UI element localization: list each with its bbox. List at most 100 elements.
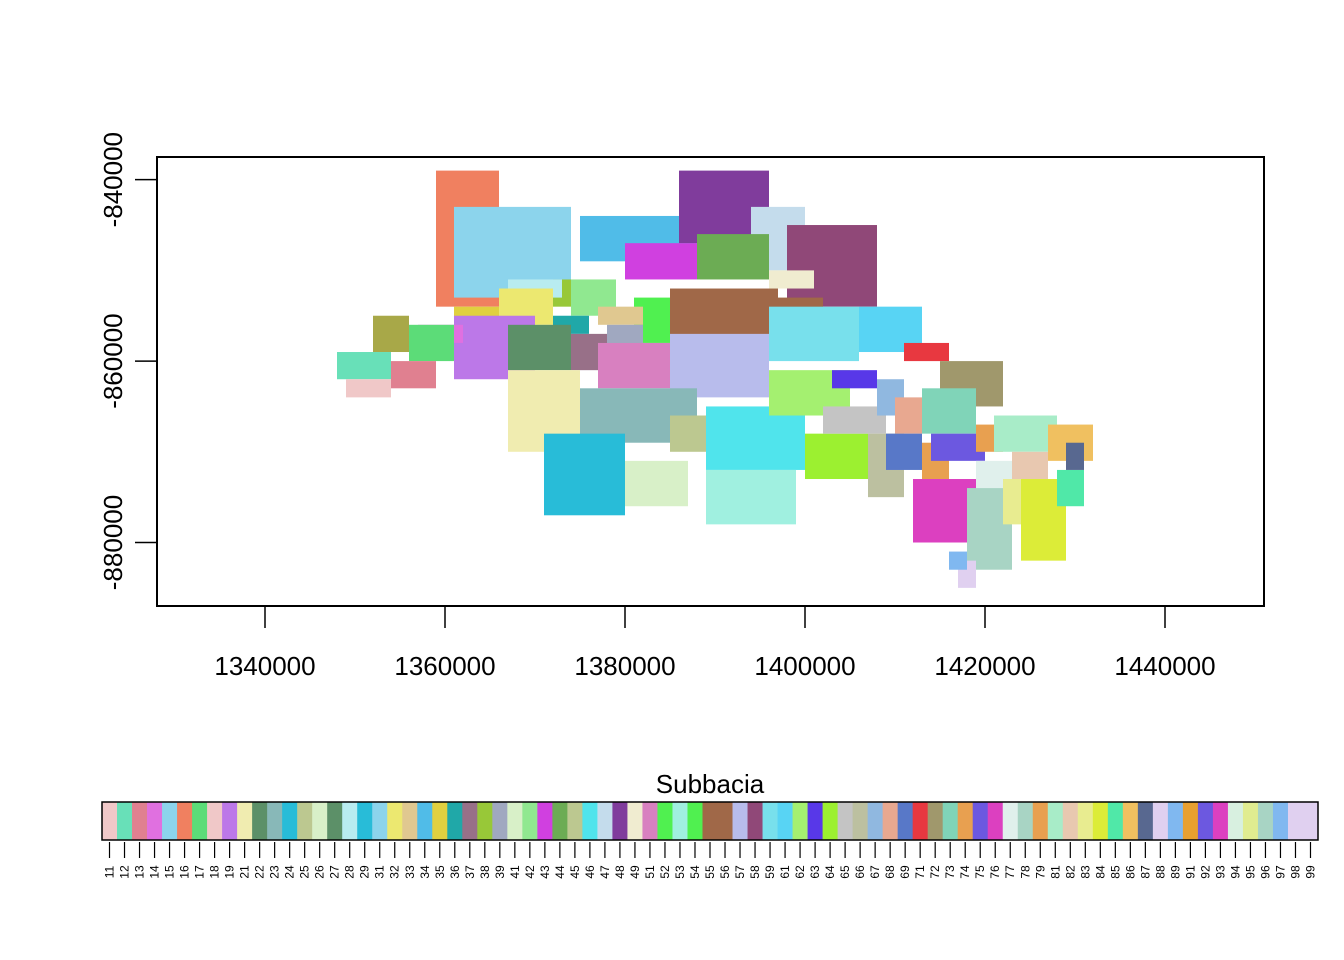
region-43 (625, 243, 697, 280)
legend-tick-label: 68 (883, 865, 897, 879)
region-76 (913, 479, 976, 543)
legend-swatch-87 (1137, 802, 1154, 840)
legend-swatch-82 (1062, 802, 1079, 840)
legend-swatch-22 (252, 802, 268, 840)
legend-swatch-59 (762, 802, 778, 840)
legend-tick-label: 26 (313, 865, 327, 879)
region-44 (697, 234, 769, 280)
legend-tick-label: 55 (703, 865, 717, 879)
legend-swatch-29 (357, 802, 373, 840)
legend-swatch-51 (642, 802, 658, 840)
legend-swatch-56 (717, 802, 733, 840)
legend-swatch-55 (702, 802, 718, 840)
legend-swatch-16 (177, 802, 193, 840)
legend-frame (101, 801, 1319, 841)
legend-swatch-86 (1122, 802, 1139, 840)
legend-tick-label: 67 (868, 865, 882, 879)
legend-tick-label: 18 (208, 865, 222, 879)
legend-tick-label: 56 (718, 865, 732, 879)
legend-tick-label: 47 (598, 865, 612, 879)
region-13 (409, 324, 454, 362)
y-axis: -840000 -860000 -880000 (98, 132, 157, 590)
region-58 (787, 225, 877, 307)
legend-swatch-96 (1257, 802, 1274, 840)
legend-tick-label: 72 (928, 865, 942, 879)
legend-swatch-67 (867, 802, 884, 840)
legend-swatch-44 (552, 802, 568, 840)
legend-swatch-54 (687, 802, 703, 840)
legend-swatch-34 (417, 802, 433, 840)
region-89 (949, 551, 967, 570)
legend-swatch-66 (852, 802, 869, 840)
legend-tick-label: 64 (823, 865, 837, 879)
region-68 (895, 397, 922, 434)
legend-swatch-42 (522, 802, 538, 840)
legend-swatch-31 (372, 802, 388, 840)
region-33 (598, 306, 643, 325)
legend-tick-label: 13 (133, 865, 147, 879)
legend-swatch-84 (1092, 802, 1109, 840)
region-65 (823, 406, 886, 434)
y-tick-label: -880000 (98, 495, 128, 590)
legend-tick-label: 24 (283, 865, 297, 879)
region-51 (598, 342, 670, 389)
legend-title: Subbacia (656, 769, 765, 799)
legend-tick-label: 43 (538, 865, 552, 879)
legend-tick-label: 41 (508, 865, 522, 879)
region-52 (706, 469, 796, 525)
legend-swatch-58 (747, 802, 763, 840)
legend-swatch-45 (567, 802, 583, 840)
x-tick-label: 1420000 (934, 651, 1035, 681)
legend-tick-label: 29 (358, 865, 372, 879)
legend-swatch-27 (327, 802, 343, 840)
legend-tick-label: 82 (1063, 865, 1077, 879)
legend-tick-label: 61 (778, 865, 792, 879)
legend-swatch-15 (162, 802, 178, 840)
legend-swatch-17 (192, 802, 208, 840)
legend-tick-label: 69 (898, 865, 912, 879)
x-tick-label: 1360000 (394, 651, 495, 681)
legend-tick-label: 11 (103, 865, 117, 878)
x-tick-label: 1400000 (754, 651, 855, 681)
y-tick-label: -840000 (98, 132, 128, 227)
legend-swatch-61 (777, 802, 793, 840)
legend-tick-label: 38 (478, 865, 492, 879)
x-axis: 1340000 1360000 1380000 1400000 1420000 14400… (214, 606, 1216, 681)
legend-swatch-85 (1107, 802, 1124, 840)
legend-swatch-91 (1182, 802, 1199, 840)
legend-tick-label: 83 (1078, 865, 1092, 879)
legend-swatch-93 (1212, 802, 1229, 840)
region-73 (922, 388, 976, 434)
legend-swatch-48 (612, 802, 628, 840)
legend-swatch-38 (477, 802, 493, 840)
legend-tick-label: 23 (268, 865, 282, 879)
x-tick-label: 1340000 (214, 651, 315, 681)
legend-swatch-79 (1032, 802, 1049, 840)
legend-swatch-77 (1002, 802, 1019, 840)
legend-tick-label: 17 (193, 865, 207, 879)
legend-tick-label: 62 (793, 865, 807, 879)
region-64 (805, 433, 868, 480)
legend-swatch-32 (387, 802, 403, 840)
legend-swatch-95 (1242, 802, 1259, 840)
legend-swatch-68 (882, 802, 899, 840)
legend-tick-label: 21 (238, 865, 252, 879)
legend-swatch-83 (1077, 802, 1094, 840)
region-41 (625, 460, 688, 507)
region-63 (832, 370, 877, 389)
legend-swatch-35 (432, 802, 448, 840)
legend-swatch-36 (447, 802, 463, 840)
legend-tick-label: 31 (373, 865, 387, 879)
region-26 (508, 324, 571, 371)
legend-swatch-47 (597, 802, 613, 840)
legend-swatch-71 (912, 802, 929, 840)
legend-tick-label: 75 (973, 865, 987, 879)
legend-tick-label: 98 (1288, 865, 1302, 879)
legend-swatch-53 (672, 802, 688, 840)
legend-tick-label: 71 (913, 865, 927, 879)
region-46 (706, 406, 805, 470)
legend-tick-label: 76 (988, 865, 1002, 879)
legend-swatch-43 (537, 802, 553, 840)
legend-tick-label: 53 (673, 865, 687, 879)
region-17 (391, 361, 436, 389)
